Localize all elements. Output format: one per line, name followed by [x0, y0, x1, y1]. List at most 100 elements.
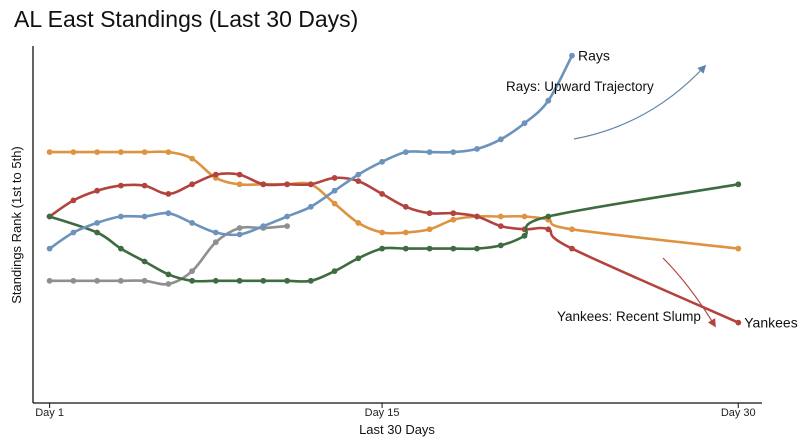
rays-series	[46, 52, 575, 252]
series-4-point	[331, 268, 338, 274]
series-4-point	[735, 181, 742, 188]
series-4-point	[284, 277, 290, 284]
series-4-point	[497, 242, 504, 249]
rays-point	[331, 187, 338, 194]
series-4-point	[307, 277, 314, 284]
rays-point	[521, 120, 528, 127]
series-5-point	[118, 277, 124, 284]
yankees-annotation-arrow	[662, 257, 716, 328]
x-axis-label: Last 30 Days	[359, 422, 435, 437]
series-3-point	[141, 149, 148, 156]
yankees-point	[569, 245, 575, 252]
series-3-point	[402, 229, 409, 236]
rays-point	[450, 149, 457, 156]
series-4-point	[236, 277, 243, 284]
yankees-point	[402, 203, 409, 210]
rays-annotation: Rays: Upward Trajectory	[506, 79, 654, 94]
series-4-point	[165, 271, 172, 278]
series-4-point	[189, 277, 196, 284]
series-5-point	[236, 225, 243, 231]
series-3-point	[118, 149, 124, 156]
series-4-series	[46, 181, 742, 284]
series-4-point	[355, 255, 362, 262]
rays-point	[497, 136, 504, 143]
yankees-point	[94, 187, 100, 194]
y-axis-label: Standings Rank (1st to 5th)	[9, 146, 24, 304]
rays-point	[165, 210, 172, 217]
series-4-point	[426, 245, 433, 252]
rays-point	[474, 146, 480, 152]
rays-point	[426, 149, 433, 156]
yankees-point	[474, 213, 480, 220]
rays-point	[402, 149, 409, 156]
series-5-point	[284, 223, 290, 230]
series-3-point	[236, 181, 243, 188]
yankees-annotation: Yankees: Recent Slump	[557, 309, 701, 324]
series-4-point	[141, 258, 148, 265]
rays-point	[46, 245, 53, 252]
series-4-point	[212, 277, 219, 284]
series-4-point	[545, 213, 552, 220]
series-3-point	[521, 213, 528, 220]
rays-point	[355, 171, 362, 178]
series-3-point	[450, 216, 457, 223]
series-4-point	[260, 277, 267, 284]
rays-point	[379, 158, 385, 165]
series-4-point	[46, 213, 53, 220]
yankees-point	[165, 191, 172, 197]
series-3-point	[331, 200, 338, 207]
rays-point	[94, 220, 100, 226]
series-3-point	[735, 245, 742, 252]
x-tick-label: Day 30	[721, 407, 756, 419]
yankees-point	[355, 178, 362, 185]
series-4-point	[521, 232, 528, 239]
yankees-point	[284, 181, 290, 188]
series-5-point	[46, 277, 53, 284]
rays-point	[70, 229, 77, 236]
series-4-point	[118, 245, 124, 252]
yankees-point	[141, 182, 148, 189]
series-3-point	[426, 226, 433, 233]
series-3-point	[165, 149, 172, 156]
series-5-point	[189, 268, 196, 274]
series-3-point	[70, 149, 77, 156]
rays-point	[569, 52, 575, 59]
rays-annotation-arrow	[573, 64, 707, 140]
yankees-point	[450, 210, 457, 217]
yankees-point	[307, 181, 314, 188]
yankees-point	[331, 175, 338, 181]
yankees-point	[70, 197, 77, 204]
yankees-point	[735, 319, 742, 326]
series-3-point	[569, 226, 575, 233]
series-4-point	[402, 245, 409, 252]
rays-point	[260, 223, 267, 230]
series-4-point	[379, 245, 385, 252]
series-4-point	[474, 245, 480, 252]
yankees-point	[189, 181, 196, 188]
yankees-point	[212, 171, 219, 178]
rays-point	[284, 213, 290, 220]
series-3-point	[355, 220, 362, 226]
series-5-point	[141, 277, 148, 284]
chart-title: AL East Standings (Last 30 Days)	[14, 6, 359, 32]
series-3-point	[379, 229, 385, 236]
yankees-point	[379, 191, 385, 197]
rays-point	[118, 213, 124, 220]
series-4-point	[94, 229, 100, 236]
yankees-point	[118, 182, 124, 189]
rays-point	[307, 203, 314, 210]
yankees-point	[426, 210, 433, 217]
rays-point	[236, 231, 243, 238]
rays-end-label: Rays	[578, 48, 610, 64]
series-4-point	[450, 245, 457, 252]
yankees-point	[545, 226, 552, 233]
rays-point	[141, 213, 148, 220]
series-3-point	[94, 149, 100, 156]
rays-point	[189, 220, 196, 226]
series-5-point	[70, 277, 77, 284]
yankees-point	[236, 171, 243, 178]
series-5-point	[94, 277, 100, 284]
series-3-point	[46, 149, 53, 156]
yankees-point	[260, 181, 267, 188]
